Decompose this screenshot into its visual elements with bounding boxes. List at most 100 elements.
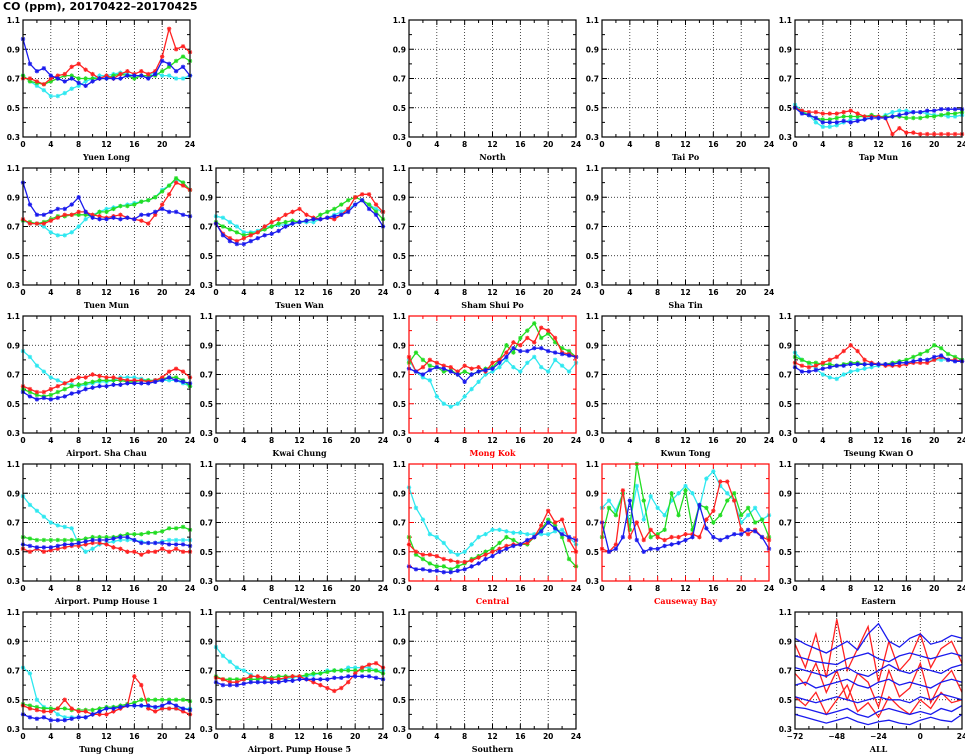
x-tick-label: 20 — [350, 732, 360, 741]
data-point-green — [799, 357, 805, 363]
data-point-red — [55, 215, 60, 220]
data-point-cyan — [90, 546, 95, 552]
data-point-red — [518, 343, 523, 348]
data-point-green — [718, 512, 723, 518]
data-point-red — [938, 131, 944, 137]
x-tick-label: 16 — [515, 288, 525, 297]
data-point-blue — [613, 546, 619, 552]
data-point-green — [745, 505, 751, 511]
x-tick-label: 8 — [269, 288, 274, 297]
data-point-red — [27, 221, 33, 226]
data-point-green — [552, 340, 558, 345]
data-point-blue — [620, 534, 626, 540]
x-tick-label: 12 — [680, 140, 690, 149]
data-point-blue — [862, 362, 867, 367]
data-point-blue — [69, 716, 74, 721]
x-tick-label: 8 — [462, 140, 467, 149]
x-tick-label: 16 — [322, 436, 332, 445]
data-point-cyan — [352, 665, 358, 670]
data-point-red — [434, 360, 440, 365]
x-tick-label: 0 — [599, 584, 604, 593]
data-point-green — [627, 527, 633, 533]
y-tick-label: 0.3 — [779, 429, 792, 438]
data-point-cyan — [48, 375, 54, 380]
x-tick-label: 0 — [918, 732, 923, 741]
panel-airport-pump-house-1: 0.3 0.5 0.7 0.9 1.1 0 4 8 12 16 20 24 Airport. Pump … — [7, 460, 196, 606]
panel-title-yuen-long: Yuen Long — [82, 152, 130, 162]
data-point-blue — [180, 212, 186, 217]
data-point-cyan — [220, 215, 226, 220]
x-tick-label: 8 — [655, 436, 660, 445]
data-point-blue — [76, 715, 81, 720]
panel-title-eastern: Eastern — [861, 596, 896, 606]
x-tick-label: 16 — [901, 140, 911, 149]
data-point-red — [676, 534, 681, 540]
data-point-green — [173, 526, 179, 531]
data-point-blue — [125, 534, 130, 540]
data-point-green — [48, 79, 54, 84]
y-tick-label: 0.5 — [779, 696, 792, 705]
y-tick-label: 0.7 — [200, 519, 213, 528]
data-point-blue — [827, 120, 832, 125]
y-tick-label: 0.9 — [393, 637, 406, 646]
data-point-red — [813, 363, 819, 368]
data-point-red — [366, 192, 372, 197]
data-point-green — [904, 357, 909, 363]
data-point-green — [269, 224, 274, 229]
data-point-blue — [153, 379, 158, 385]
data-point-blue — [62, 542, 67, 547]
y-tick-label: 0.9 — [393, 489, 406, 498]
data-point-red — [462, 363, 467, 368]
data-point-blue — [669, 542, 674, 547]
y-tick-label: 1.1 — [393, 16, 406, 25]
data-point-blue — [462, 379, 467, 385]
y-tick-label: 0.7 — [200, 223, 213, 232]
data-point-red — [476, 555, 481, 560]
data-point-cyan — [48, 93, 54, 99]
data-point-red — [62, 697, 67, 702]
data-point-green — [262, 227, 267, 232]
data-point-red — [48, 709, 54, 714]
data-point-green — [346, 197, 351, 203]
data-point-green — [683, 488, 688, 493]
data-point-red — [297, 206, 302, 212]
data-point-blue — [606, 549, 612, 554]
data-point-red — [725, 479, 730, 484]
data-point-green — [952, 354, 958, 360]
data-point-red — [552, 520, 558, 525]
panel-title-causeway-bay: Causeway Bay — [654, 596, 717, 606]
data-point-red — [952, 131, 958, 137]
data-point-green — [311, 671, 316, 676]
data-point-cyan — [41, 224, 47, 229]
data-point-green — [566, 556, 572, 562]
data-point-red — [283, 675, 288, 681]
data-point-blue — [752, 529, 758, 534]
y-tick-label: 0.9 — [779, 637, 792, 646]
data-point-cyan — [945, 114, 951, 119]
data-point-blue — [227, 682, 233, 688]
data-point-cyan — [952, 114, 958, 119]
data-point-green — [359, 668, 365, 673]
panel-title-sham-shui-po: Sham Shui Po — [461, 300, 524, 310]
data-point-blue — [325, 677, 330, 682]
x-tick-label: 24 — [571, 732, 581, 741]
data-point-blue — [34, 212, 40, 217]
data-point-red — [683, 532, 688, 537]
data-point-blue — [869, 115, 874, 121]
data-point-blue — [441, 366, 446, 371]
data-point-green — [180, 180, 186, 185]
data-point-green — [146, 197, 151, 203]
data-point-cyan — [55, 233, 60, 238]
y-tick-label: 1.1 — [7, 608, 20, 617]
data-point-blue — [332, 675, 337, 681]
data-point-red — [476, 364, 481, 370]
x-tick-label: 16 — [129, 732, 139, 741]
x-tick-label: 4 — [241, 584, 246, 593]
data-point-blue — [111, 76, 116, 81]
data-point-cyan — [834, 123, 839, 128]
data-point-red — [55, 384, 60, 389]
panel-tung-chung: 0.3 0.5 0.7 0.9 1.1 0 4 8 12 16 20 24 Tung Chung — [7, 608, 196, 754]
data-point-red — [539, 523, 544, 528]
data-point-cyan — [532, 532, 537, 537]
